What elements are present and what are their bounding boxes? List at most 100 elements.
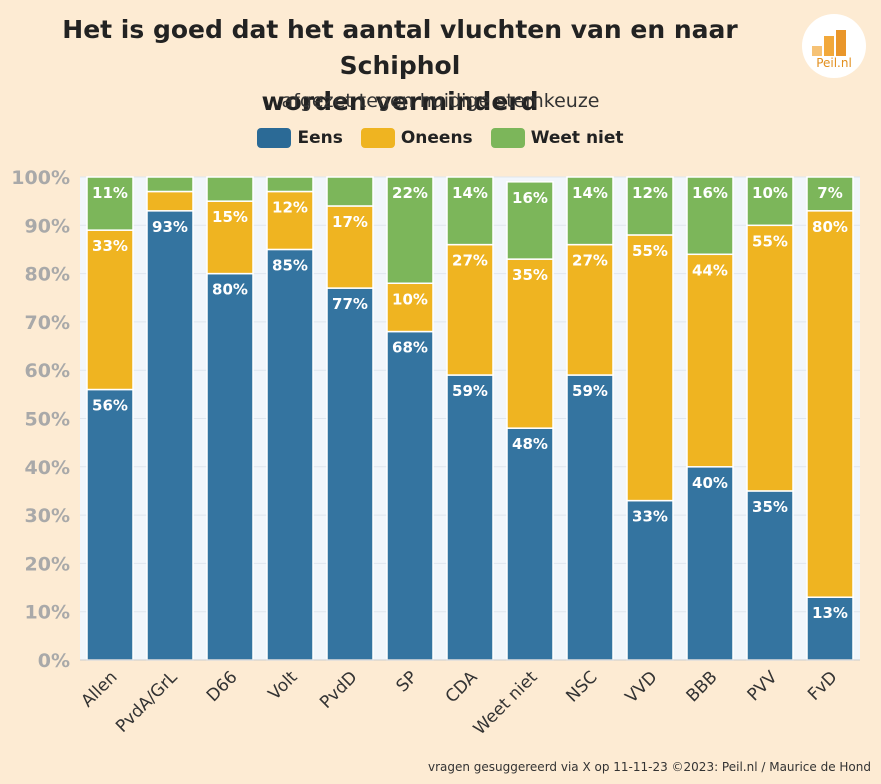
y-tick-label: 70% xyxy=(25,312,70,334)
x-tick-label: CDA xyxy=(442,667,482,707)
bar-weet-niet xyxy=(86,176,134,231)
bar-eens xyxy=(206,272,254,661)
data-label-eens: 93% xyxy=(152,218,188,236)
x-tick-label: PVV xyxy=(744,667,782,705)
y-tick-label: 30% xyxy=(25,505,70,527)
bar-weet-niet xyxy=(146,176,194,193)
bar-oneens xyxy=(806,210,854,598)
data-label-weet-niet: 16% xyxy=(512,189,548,207)
data-label-eens: 77% xyxy=(332,295,368,313)
y-tick-label: 60% xyxy=(25,360,70,382)
data-label-weet-niet: 14% xyxy=(452,184,488,202)
bar-eens xyxy=(326,287,374,661)
bar-weet-niet xyxy=(206,176,254,202)
legend-label-weet-niet: Weet niet xyxy=(530,128,624,148)
bar-oneens xyxy=(386,282,434,333)
data-label-oneens: 27% xyxy=(452,252,488,270)
y-tick-label: 100% xyxy=(11,167,70,189)
data-label-oneens: 10% xyxy=(392,290,428,308)
x-tick-label: Volt xyxy=(265,667,302,704)
y-tick-label: 20% xyxy=(25,553,70,575)
legend-label-eens: Eens xyxy=(297,128,343,148)
legend-swatch-weet-niet xyxy=(490,128,525,148)
y-tick-label: 90% xyxy=(25,215,70,237)
bar-eens xyxy=(686,466,734,661)
logo-text: Peil.nl xyxy=(816,56,852,70)
bar-eens xyxy=(386,330,434,661)
x-tick-label: FvD xyxy=(804,667,841,704)
data-label-weet-niet: 22% xyxy=(392,184,428,202)
source-note: vragen gesuggereerd via X op 11-11-23 ©2… xyxy=(427,760,871,774)
data-label-eens: 80% xyxy=(212,281,248,299)
y-tick-label: 50% xyxy=(25,409,70,431)
data-label-oneens: 33% xyxy=(92,237,128,255)
data-label-oneens: 55% xyxy=(752,232,788,250)
data-label-eens: 40% xyxy=(692,474,728,492)
title-line-2: worden verminderd xyxy=(261,87,539,116)
data-label-weet-niet: 14% xyxy=(572,184,608,202)
bar-oneens xyxy=(86,229,134,391)
bar-oneens xyxy=(626,234,674,502)
bar-weet-niet xyxy=(506,181,554,260)
data-label-weet-niet: 7% xyxy=(817,184,842,202)
data-label-weet-niet: 10% xyxy=(752,184,788,202)
data-label-oneens: 17% xyxy=(332,213,368,231)
bar-weet-niet xyxy=(566,176,614,246)
legend-item-weet-niet: Weet niet xyxy=(490,128,624,148)
data-label-eens: 59% xyxy=(572,382,608,400)
bar-weet-niet xyxy=(806,176,854,212)
bar-weet-niet xyxy=(446,176,494,246)
data-label-oneens: 55% xyxy=(632,242,668,260)
chart-subtitle: afgezet tegen huidige stemkeuze xyxy=(281,90,600,112)
bar-oneens xyxy=(686,253,734,468)
bar-oneens xyxy=(746,224,794,492)
legend: Eens Oneens Weet niet xyxy=(0,128,881,148)
bar-weet-niet xyxy=(626,176,674,236)
logo-bar-icon xyxy=(824,36,834,56)
x-tick-label: NSC xyxy=(562,667,601,706)
bar-eens xyxy=(86,388,134,661)
bar-oneens xyxy=(266,190,314,251)
legend-swatch-eens xyxy=(257,128,292,148)
data-label-eens: 59% xyxy=(452,382,488,400)
bar-oneens xyxy=(206,200,254,275)
data-label-weet-niet: 12% xyxy=(632,184,668,202)
data-label-eens: 68% xyxy=(392,339,428,357)
data-label-eens: 13% xyxy=(812,604,848,622)
peil-logo: Peil.nl xyxy=(802,14,866,78)
data-label-eens: 33% xyxy=(632,508,668,526)
legend-swatch-oneens xyxy=(360,128,395,148)
x-tick-label: PvdA/GrL xyxy=(112,667,182,737)
x-tick-label: PvdD xyxy=(316,667,361,712)
title-line-1: Het is goed dat het aantal vluchten van … xyxy=(62,15,738,80)
data-label-oneens: 12% xyxy=(272,198,308,216)
bar-weet-niet xyxy=(746,176,794,227)
data-label-oneens: 44% xyxy=(692,261,728,279)
y-tick-label: 0% xyxy=(38,650,70,672)
bar-weet-niet xyxy=(326,176,374,207)
bar-oneens xyxy=(506,258,554,429)
bar-eens xyxy=(566,374,614,661)
x-tick-label: D66 xyxy=(203,667,242,706)
data-label-eens: 56% xyxy=(92,397,128,415)
y-tick-label: 80% xyxy=(25,264,70,286)
bar-weet-niet xyxy=(686,176,734,256)
data-label-weet-niet: 16% xyxy=(692,184,728,202)
x-tick-label: BBB xyxy=(683,667,722,706)
logo-bar-icon xyxy=(836,30,846,56)
bar-oneens xyxy=(326,205,374,289)
y-tick-label: 40% xyxy=(25,457,70,479)
data-label-weet-niet: 11% xyxy=(92,184,128,202)
bar-oneens xyxy=(146,190,194,212)
x-tick-label: Weet niet xyxy=(470,667,542,739)
x-tick-label: Allen xyxy=(77,667,121,711)
chart-title: Het is goed dat het aantal vluchten van … xyxy=(0,12,800,120)
bar-eens xyxy=(746,490,794,661)
data-label-eens: 48% xyxy=(512,435,548,453)
bar-eens xyxy=(506,427,554,661)
data-label-eens: 35% xyxy=(752,498,788,516)
bar-eens xyxy=(146,210,194,661)
bar-eens xyxy=(446,374,494,661)
bar-weet-niet xyxy=(386,176,434,285)
